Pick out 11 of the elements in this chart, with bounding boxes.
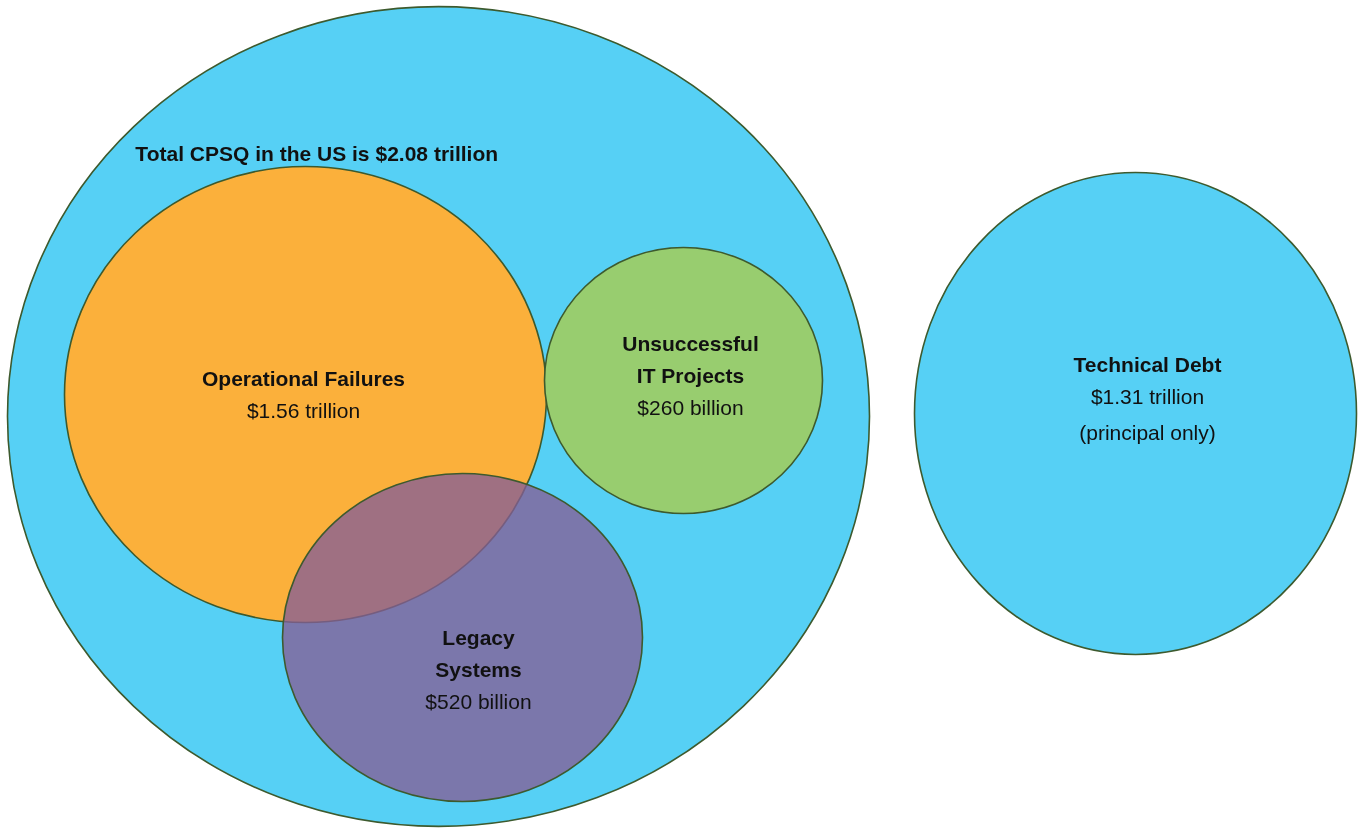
data-label: $260 billion xyxy=(637,396,744,419)
data-label: $1.56 trillion xyxy=(246,399,361,422)
text: (principal only) xyxy=(1079,421,1216,444)
data-label: $2.08 trillion xyxy=(375,142,499,165)
category-label: Total CPSQ in the US is xyxy=(135,142,370,165)
data-label: $520 billion xyxy=(425,690,532,713)
category-label: Unsuccessful IT Projects xyxy=(622,332,759,387)
category-label: Technical Debt xyxy=(1073,353,1222,376)
data-label: $1.31 trillion xyxy=(1090,385,1205,408)
category-label: Legacy Systems xyxy=(435,626,522,681)
category-label: Operational Failures xyxy=(201,367,406,390)
